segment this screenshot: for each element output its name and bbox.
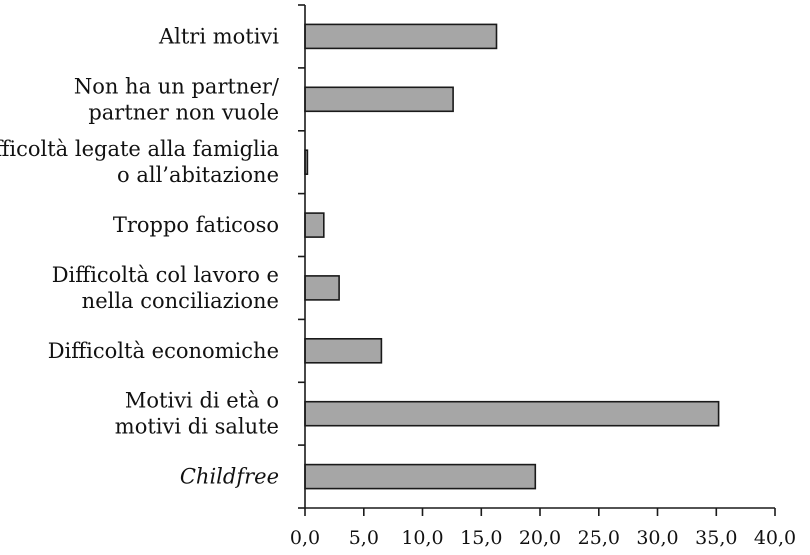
category-label: Troppo faticoso xyxy=(113,213,279,237)
category-label: Non ha un partner/partner non vuole xyxy=(74,74,280,124)
category-label-line: Childfree xyxy=(180,465,279,489)
bar xyxy=(304,400,720,427)
category-label: Difficoltà legate alla famiglia o all’abi… xyxy=(0,137,279,187)
category-label-line: Non ha un partner/ xyxy=(74,74,280,98)
category-label-line: o all’abitazione xyxy=(117,163,279,187)
category-label-line: motivi di salute xyxy=(115,415,279,439)
axes-group xyxy=(298,4,776,516)
bar xyxy=(304,463,537,490)
x-tick-label: 0,0 xyxy=(290,527,320,549)
x-tick-label: 35,0 xyxy=(695,527,737,549)
bar xyxy=(304,23,498,50)
x-tick-label: 40,0 xyxy=(754,527,796,549)
x-tick-label: 25,0 xyxy=(578,527,620,549)
category-label: Difficoltà economiche xyxy=(48,339,279,363)
category-label-line: Altri motivi xyxy=(158,24,279,48)
bar xyxy=(304,275,340,301)
category-label-line: Difficoltà legate alla famiglia xyxy=(0,137,279,161)
category-label-line: partner non vuole xyxy=(88,100,279,124)
bar xyxy=(304,86,454,113)
x-tick-label: 10,0 xyxy=(401,527,443,549)
category-label: Altri motivi xyxy=(158,24,279,48)
category-label-line: Difficoltà col lavoro e xyxy=(52,263,279,287)
x-tick-label: 5,0 xyxy=(349,527,379,549)
x-tick-label: 15,0 xyxy=(460,527,502,549)
category-label-line: nella conciliazione xyxy=(82,289,279,313)
x-tick-label: 30,0 xyxy=(636,527,678,549)
bar xyxy=(304,337,383,364)
category-label: Childfree xyxy=(180,465,279,489)
category-label-line: Troppo faticoso xyxy=(113,213,279,237)
category-labels-group: Altri motivi Non ha un partner/partner no… xyxy=(0,24,280,488)
bar xyxy=(304,212,325,238)
category-label-line: Difficoltà economiche xyxy=(48,339,279,363)
category-label: Difficoltà col lavoro e nella conciliazio… xyxy=(52,263,279,313)
x-tick-label: 20,0 xyxy=(519,527,561,549)
category-label: Motivi di età o motivi di salute xyxy=(115,389,279,439)
bars-group xyxy=(304,23,720,490)
category-label-line: Motivi di età o xyxy=(125,389,279,413)
x-tick-labels-group: 0,0 5,0 10,0 15,0 20,0 25,0 30,0 35,0 40,0 xyxy=(290,527,796,549)
